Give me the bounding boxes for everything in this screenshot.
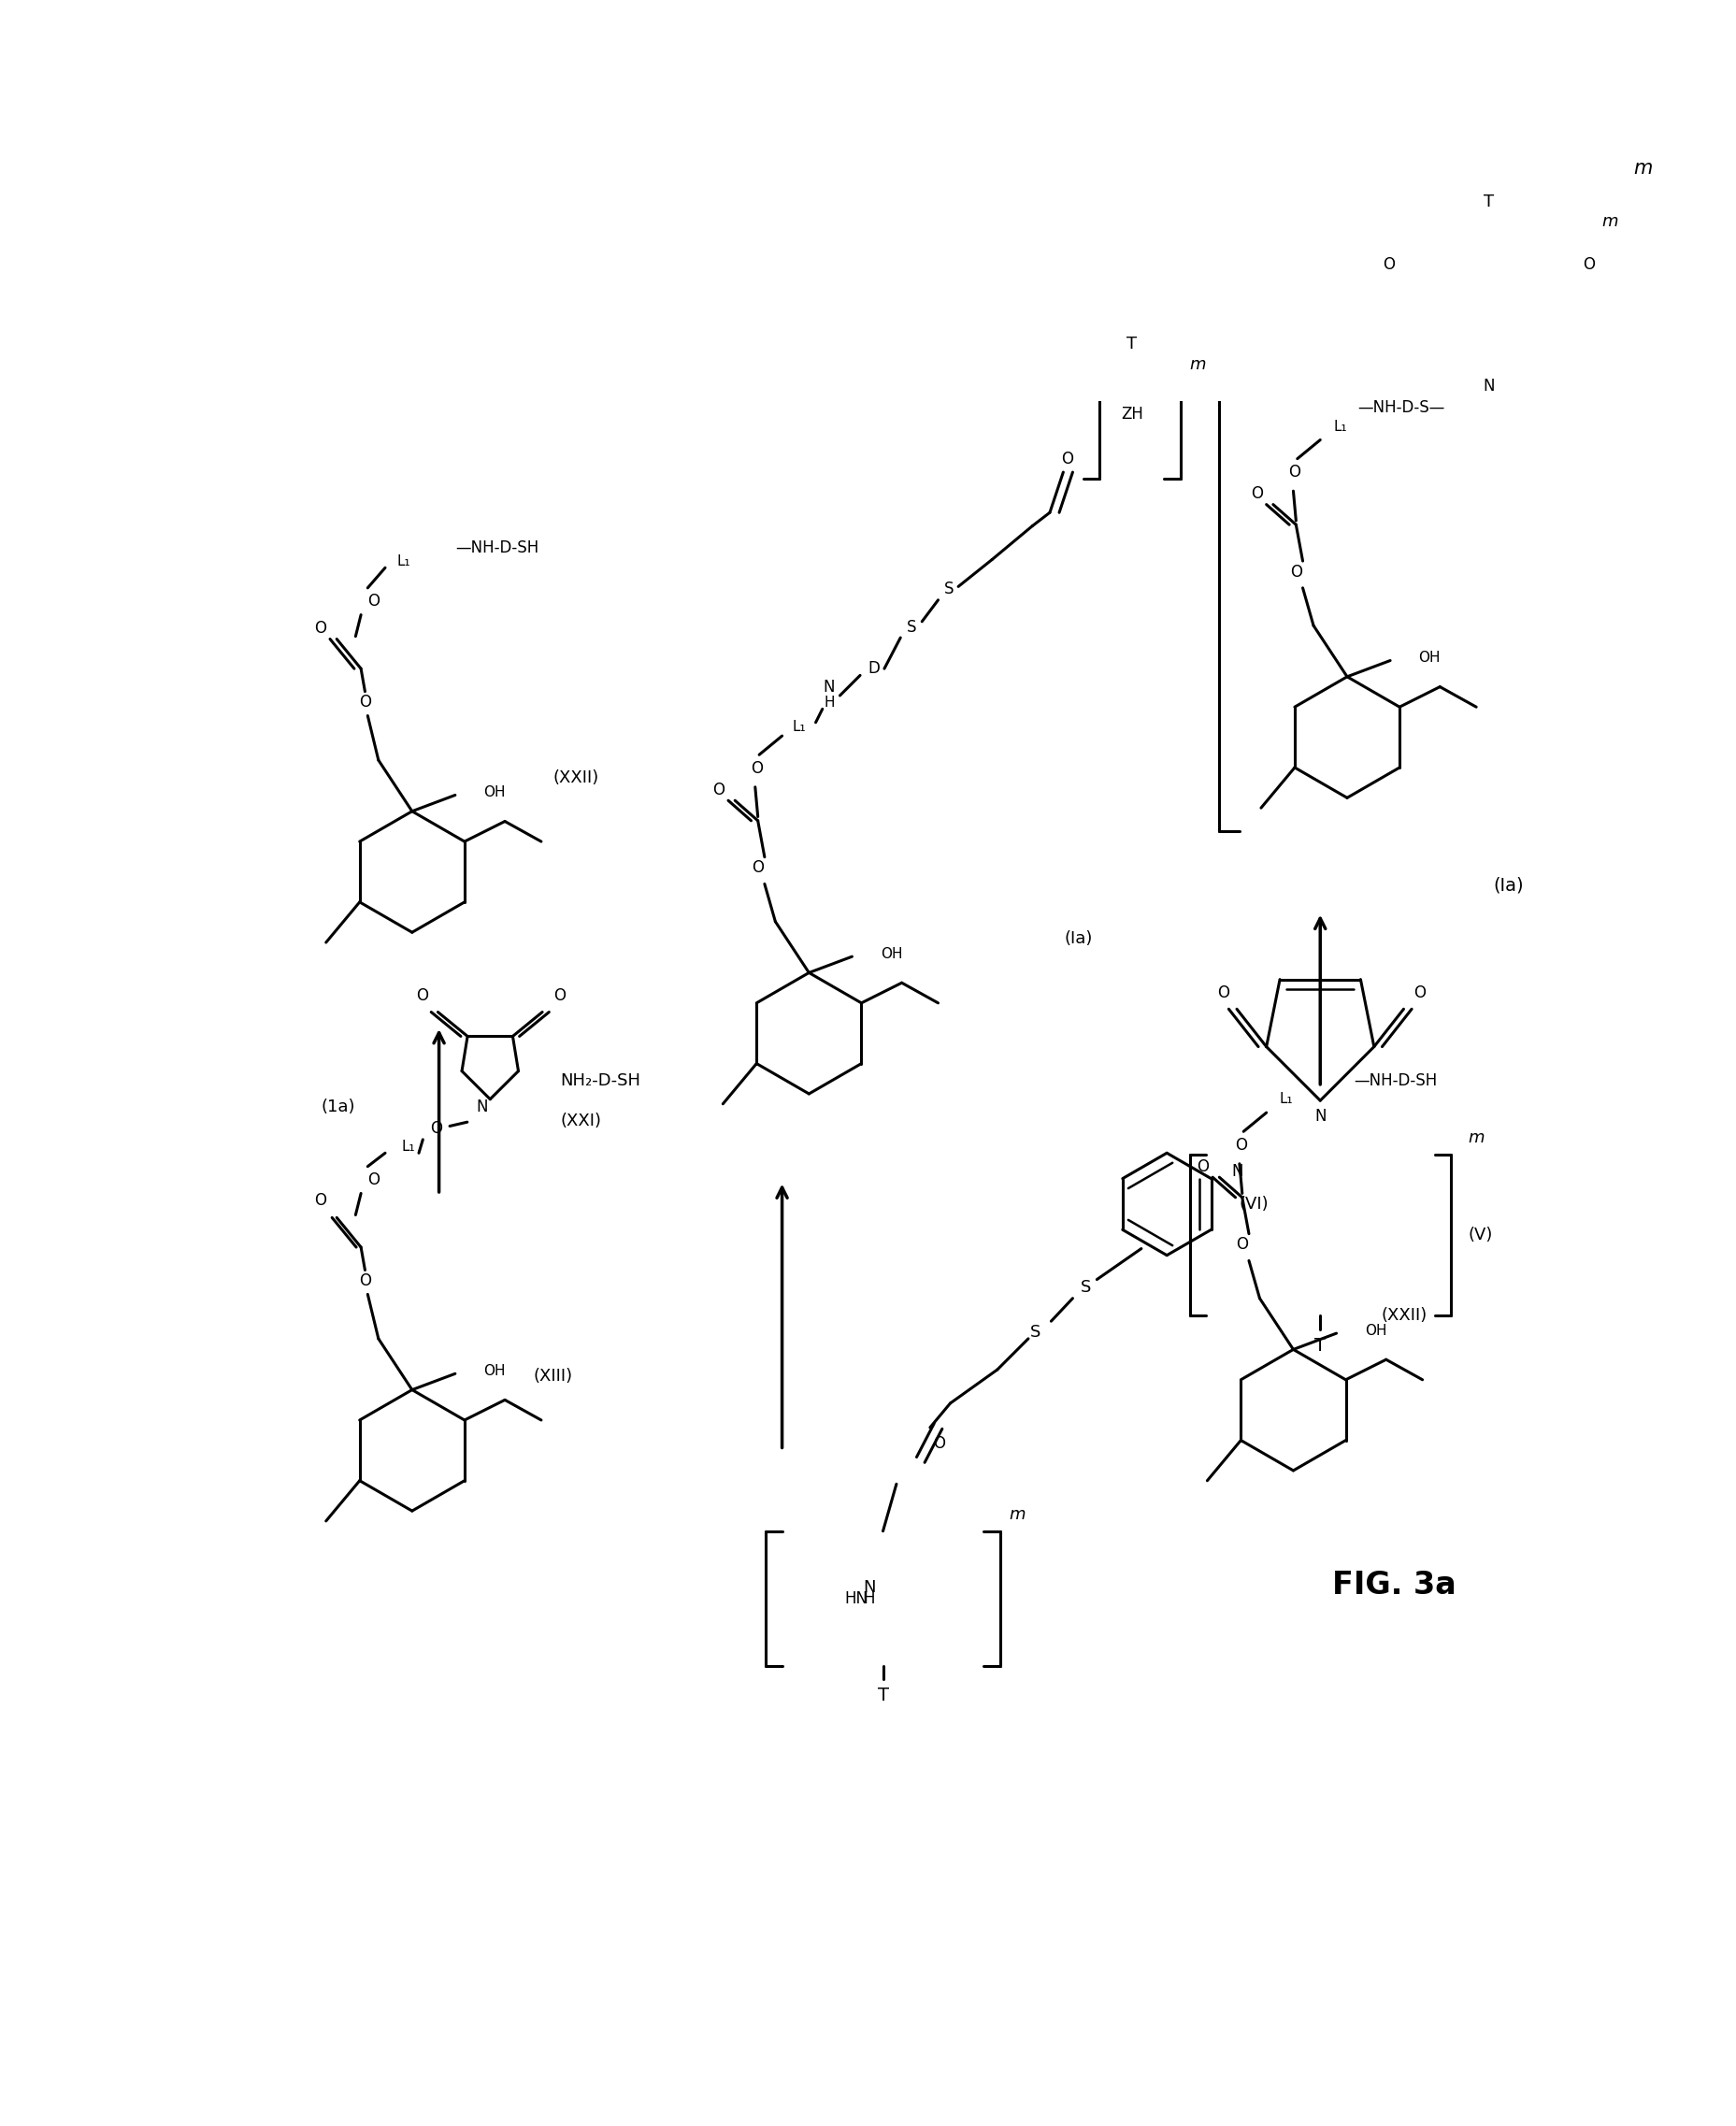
Text: (XXII): (XXII) [1380, 1307, 1427, 1324]
Text: O: O [1236, 1235, 1248, 1252]
Text: ZH: ZH [1121, 406, 1142, 423]
Text: HN: HN [844, 1590, 868, 1607]
Text: OH: OH [1418, 651, 1441, 665]
Text: N: N [1231, 1163, 1243, 1180]
Text: m: m [1469, 1129, 1484, 1146]
Text: FIG. 3a: FIG. 3a [1332, 1569, 1457, 1601]
Text: S: S [1082, 1280, 1092, 1297]
Text: O: O [1234, 1137, 1246, 1154]
Text: OH: OH [483, 1365, 505, 1378]
Text: O: O [752, 859, 764, 876]
Text: O: O [554, 986, 566, 1003]
Text: O: O [415, 986, 427, 1003]
Text: —NH-D-SH: —NH-D-SH [455, 540, 538, 557]
Text: D: D [868, 661, 880, 676]
Text: L₁: L₁ [401, 1140, 415, 1152]
Text: O: O [1198, 1159, 1210, 1176]
Text: O: O [1583, 257, 1595, 274]
Text: OH: OH [1364, 1324, 1387, 1337]
Text: N: N [863, 1580, 877, 1597]
Text: L₁: L₁ [398, 555, 411, 568]
Text: H: H [865, 1590, 875, 1607]
Text: m: m [1189, 357, 1207, 372]
Text: m: m [1009, 1507, 1026, 1524]
Text: O: O [1288, 463, 1300, 480]
Text: OH: OH [483, 784, 505, 799]
Text: (1a): (1a) [321, 1099, 356, 1116]
Text: N: N [1483, 378, 1495, 395]
Text: m: m [1601, 213, 1618, 230]
Text: O: O [1252, 485, 1264, 502]
Text: O: O [314, 621, 326, 636]
Text: —NH-D-S—: —NH-D-S— [1358, 400, 1444, 417]
Text: NH₂-D-SH: NH₂-D-SH [561, 1072, 641, 1089]
Text: T: T [877, 1686, 889, 1705]
Text: L₁: L₁ [793, 719, 807, 733]
Text: (VI): (VI) [1240, 1195, 1269, 1212]
Text: O: O [368, 593, 380, 610]
Text: O: O [750, 759, 762, 776]
Text: O: O [1290, 563, 1302, 580]
Text: T: T [1314, 1337, 1326, 1354]
Text: O: O [934, 1435, 946, 1452]
Text: OH: OH [880, 946, 903, 961]
Text: S: S [906, 619, 917, 636]
Text: O: O [1384, 257, 1396, 274]
Text: (V): (V) [1469, 1227, 1493, 1244]
Text: O: O [1217, 984, 1229, 1001]
Text: L₁: L₁ [1279, 1093, 1293, 1106]
Text: T: T [1127, 336, 1137, 353]
Text: O: O [359, 1273, 372, 1288]
Text: T: T [1483, 193, 1493, 210]
Text: (XIII): (XIII) [533, 1367, 573, 1384]
Text: (Ia): (Ia) [1493, 876, 1524, 895]
Text: N: N [1314, 1108, 1326, 1125]
Text: (Ia): (Ia) [1064, 931, 1092, 948]
Text: O: O [1061, 451, 1073, 468]
Text: O: O [431, 1120, 443, 1137]
Text: S: S [1029, 1324, 1040, 1339]
Text: O: O [1413, 984, 1425, 1001]
Text: O: O [314, 1193, 326, 1208]
Text: (XXII): (XXII) [554, 770, 599, 787]
Text: N: N [823, 678, 835, 695]
Text: S: S [944, 580, 953, 597]
Text: m: m [1634, 159, 1653, 176]
Text: O: O [713, 782, 726, 797]
Text: (XXI): (XXI) [561, 1112, 601, 1129]
Text: —NH-D-SH: —NH-D-SH [1354, 1072, 1437, 1089]
Text: O: O [359, 693, 372, 710]
Text: N: N [476, 1099, 488, 1116]
Text: L₁: L₁ [1333, 419, 1347, 434]
Text: O: O [368, 1171, 380, 1188]
Text: H: H [825, 695, 835, 710]
